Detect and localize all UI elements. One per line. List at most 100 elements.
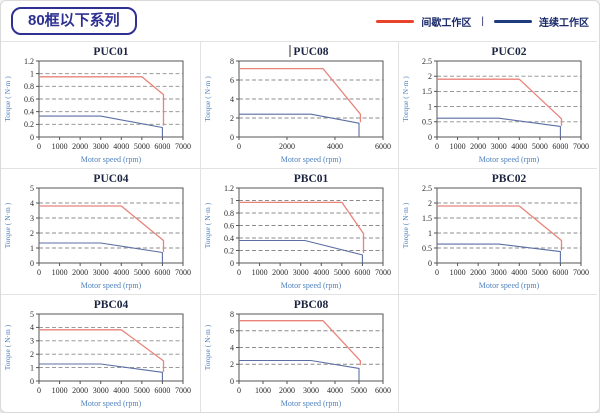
x-tick-label: 6000: [375, 142, 391, 151]
chart-cell-PBC04: PBC04 0 1000 2000 3000 4000 5000 6000 7000 0 1 2 3 4 5…: [1, 294, 200, 412]
y-tick-label: 0.8: [224, 209, 234, 218]
y-tick-label: 6: [230, 76, 234, 85]
x-tick-label: 0: [237, 142, 241, 151]
y-axis-label: Torque ( N·m ): [401, 202, 410, 248]
y-tick-label: 4: [230, 95, 234, 104]
header: 80框以下系列 间歇工作区 | 连续工作区: [1, 1, 599, 41]
y-tick-label: 3: [30, 337, 34, 346]
x-tick-label: 1000: [52, 386, 68, 395]
y-tick-label: 4: [30, 199, 34, 208]
x-tick-label: 7000: [175, 142, 191, 151]
x-tick-label: 0: [435, 142, 439, 151]
x-tick-label: 7000: [175, 386, 191, 395]
continuous-curve: [239, 359, 360, 381]
chart-title: PUC01: [93, 46, 128, 58]
x-tick-label: 1000: [252, 268, 268, 277]
x-tick-label: 2000: [470, 142, 486, 151]
y-tick-label: 0: [30, 377, 34, 386]
empty-cell: [398, 294, 597, 412]
x-tick-label: 6000: [552, 268, 568, 277]
continuous-line-swatch: [494, 19, 532, 23]
x-tick-label: 4000: [113, 142, 129, 151]
x-tick-label: 5000: [532, 268, 548, 277]
x-axis-label: Motor speed (rpm): [479, 281, 540, 290]
plot-border: [38, 187, 184, 264]
x-tick-label: 2000: [72, 386, 88, 395]
y-tick-label: 0.2: [224, 246, 234, 255]
x-tick-label: 4000: [113, 268, 129, 277]
y-tick-label: 1: [30, 363, 34, 372]
continuous-curve: [437, 117, 561, 137]
x-tick-label: 2000: [72, 142, 88, 151]
y-tick-label: 0.6: [24, 95, 34, 104]
y-tick-label: 5: [30, 310, 34, 319]
chart-title: PBC02: [492, 173, 527, 185]
y-tick-label: 8: [230, 57, 234, 66]
x-tick-label: 6000: [375, 386, 391, 395]
x-tick-label: 7000: [573, 268, 589, 277]
y-tick-label: 5: [30, 184, 34, 193]
y-tick-label: 2: [230, 360, 234, 369]
x-tick-label: 1000: [52, 268, 68, 277]
y-tick-label: 1: [230, 196, 234, 205]
y-tick-label: 0.5: [422, 118, 432, 127]
y-tick-label: 0.8: [24, 82, 34, 91]
y-tick-label: 0.4: [224, 234, 234, 243]
chart-cell-PUC02: PUC02 0 1000 2000 3000 4000 5000 6000 7000 0 0.5 1 1…: [398, 41, 597, 168]
x-tick-label: 5000: [134, 386, 150, 395]
y-axis-label: Torque ( N·m ): [3, 202, 12, 248]
x-axis-label: Motor speed (rpm): [479, 155, 540, 164]
x-tick-label: 4000: [313, 268, 329, 277]
y-tick-label: 2: [428, 199, 432, 208]
x-tick-label: 0: [435, 268, 439, 277]
continuous-curve: [39, 242, 163, 263]
y-axis-label: Torque ( N·m ): [203, 202, 212, 248]
chart-title: PBC01: [294, 173, 329, 185]
x-tick-label: 3000: [293, 268, 309, 277]
chart-title: PUC02: [491, 46, 526, 58]
chart-title: PBC08: [294, 299, 329, 311]
x-tick-label: 3000: [491, 268, 507, 277]
y-tick-label: 0: [428, 259, 432, 268]
chart-cell-PBC08: PBC08 0 1000 2000 3000 4000 5000 6000 0 2 4 6 8 Motor…: [200, 294, 398, 412]
chart-PUC02: PUC02 0 1000 2000 3000 4000 5000 6000 7000 0 0.5 1 1…: [401, 46, 589, 164]
y-tick-label: 2: [30, 350, 34, 359]
y-axis-label: Torque ( N·m ): [3, 76, 12, 122]
chart-cell-PBC01: PBC01 0 1000 2000 3000 4000 5000 6000 7000 0 0.2 0.…: [200, 168, 398, 294]
x-tick-label: 6000: [354, 268, 370, 277]
legend-label-continuous: 连续工作区: [539, 17, 589, 29]
y-tick-label: 0: [428, 133, 432, 142]
x-tick-label: 4000: [327, 142, 343, 151]
x-tick-label: 0: [37, 268, 41, 277]
y-tick-label: 1: [30, 69, 34, 78]
y-tick-label: 1.5: [422, 87, 432, 96]
chart-cell-PUC04: PUC04 0 1000 2000 3000 4000 5000 6000 7000 0 1 2 3 4 5…: [1, 168, 200, 294]
intermittent-curve: [39, 205, 165, 252]
y-tick-label: 0: [230, 259, 234, 268]
x-tick-label: 5000: [134, 142, 150, 151]
chart-title: PUC08: [293, 46, 328, 58]
y-tick-label: 1.5: [422, 214, 432, 223]
x-tick-label: 3000: [491, 142, 507, 151]
intermittent-curve: [437, 78, 563, 126]
x-tick-label: 1000: [255, 386, 271, 395]
legend-label-intermittent: 间歇工作区: [421, 17, 472, 29]
chart-cell-PBC02: PBC02 0 1000 2000 3000 4000 5000 6000 7000 0 0.5 1 1…: [398, 168, 597, 294]
legend: 间歇工作区 | 连续工作区: [376, 14, 589, 29]
x-tick-label: 2000: [279, 142, 295, 151]
y-tick-label: 0: [230, 377, 234, 386]
y-tick-label: 1.2: [224, 184, 234, 193]
legend-separator: |: [481, 15, 484, 27]
plot-border: [38, 313, 184, 382]
plot-border: [436, 60, 582, 138]
chart-PBC04: PBC04 0 1000 2000 3000 4000 5000 6000 7000 0 1 2 3 4 5…: [3, 299, 191, 408]
intermittent-curve: [239, 67, 362, 123]
x-axis-label: Motor speed (rpm): [281, 399, 342, 408]
x-axis-label: Motor speed (rpm): [81, 281, 142, 290]
x-tick-label: 5000: [351, 386, 367, 395]
intermittent-curve: [239, 201, 365, 253]
x-tick-label: 6000: [154, 142, 170, 151]
y-tick-label: 4: [230, 343, 234, 352]
x-tick-label: 7000: [573, 142, 589, 151]
